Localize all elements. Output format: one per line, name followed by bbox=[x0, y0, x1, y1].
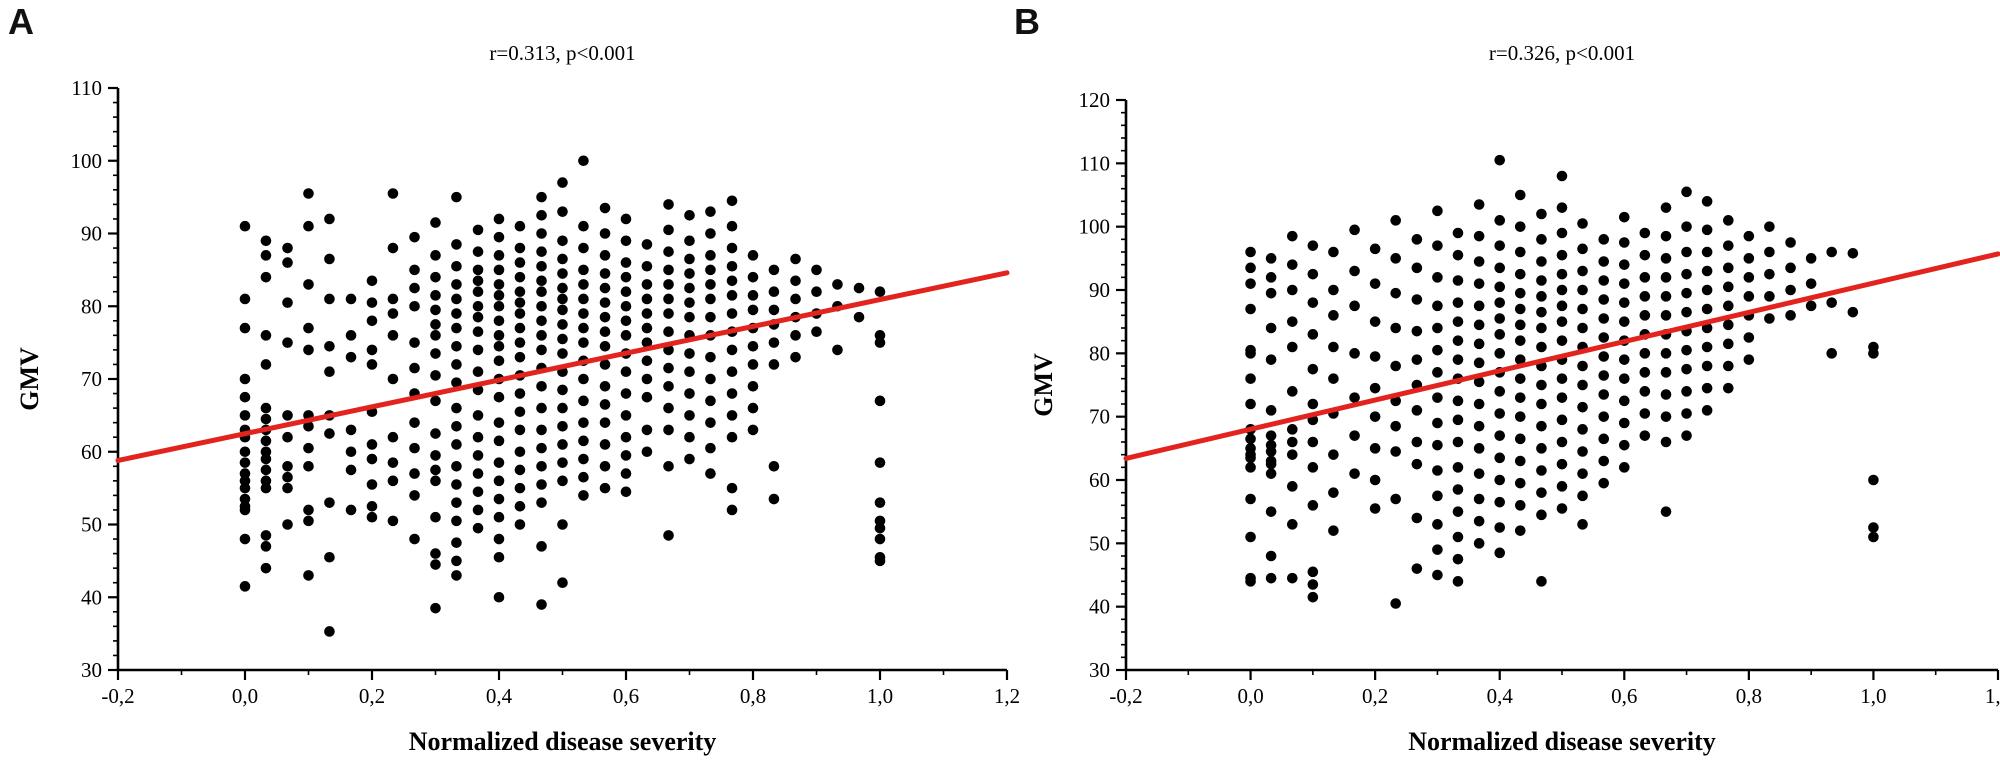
svg-text:0,2: 0,2 bbox=[359, 684, 385, 708]
svg-text:1,2: 1,2 bbox=[1985, 684, 2000, 708]
svg-text:100: 100 bbox=[71, 149, 103, 173]
svg-text:1,0: 1,0 bbox=[867, 684, 893, 708]
panel-b-plot: 30 40 50 60 70 80 90 100 110 120 -0,2 0,0 0,2 0,4 0,6 0… bbox=[1079, 88, 2000, 708]
svg-text:-0,2: -0,2 bbox=[101, 684, 134, 708]
svg-text:90: 90 bbox=[81, 222, 102, 246]
panel-b-title: r=0.326, p<0.001 bbox=[1488, 41, 1636, 65]
svg-text:0,2: 0,2 bbox=[1362, 684, 1388, 708]
panel-a-plot: 30 40 50 60 70 80 90 100 110 -0,2 0,0 0,2 0,4 0,6 0,8 1… bbox=[71, 76, 1021, 708]
panel-a-letter: A bbox=[8, 1, 34, 42]
panel-b-letter: B bbox=[1014, 1, 1040, 42]
svg-text:0,8: 0,8 bbox=[1736, 684, 1762, 708]
svg-text:1,0: 1,0 bbox=[1860, 684, 1886, 708]
svg-text:120: 120 bbox=[1079, 88, 1111, 112]
svg-text:0,6: 0,6 bbox=[1611, 684, 1637, 708]
svg-text:70: 70 bbox=[81, 367, 102, 391]
svg-text:50: 50 bbox=[1089, 531, 1110, 555]
svg-text:110: 110 bbox=[1079, 151, 1110, 175]
svg-text:60: 60 bbox=[1089, 468, 1110, 492]
svg-text:0,4: 0,4 bbox=[1487, 684, 1514, 708]
svg-text:40: 40 bbox=[81, 585, 102, 609]
panel-a-x-axis-title: Normalized disease severity bbox=[408, 727, 717, 756]
svg-text:40: 40 bbox=[1089, 595, 1110, 619]
svg-text:1,2: 1,2 bbox=[994, 684, 1020, 708]
svg-text:30: 30 bbox=[81, 658, 102, 682]
svg-text:70: 70 bbox=[1089, 405, 1110, 429]
svg-text:0,0: 0,0 bbox=[1237, 684, 1263, 708]
svg-text:60: 60 bbox=[81, 440, 102, 464]
svg-text:0,8: 0,8 bbox=[740, 684, 766, 708]
panel-b-x-axis-title: Normalized disease severity bbox=[1408, 727, 1716, 756]
svg-text:30: 30 bbox=[1089, 658, 1110, 682]
svg-text:0,6: 0,6 bbox=[613, 684, 639, 708]
svg-text:0,0: 0,0 bbox=[232, 684, 258, 708]
panel-a-title: r=0.313, p<0.001 bbox=[489, 41, 636, 65]
svg-text:110: 110 bbox=[71, 76, 102, 100]
svg-text:100: 100 bbox=[1079, 215, 1111, 239]
svg-text:90: 90 bbox=[1089, 278, 1110, 302]
svg-text:80: 80 bbox=[81, 294, 102, 318]
svg-text:-0,2: -0,2 bbox=[1109, 684, 1142, 708]
svg-text:80: 80 bbox=[1089, 341, 1110, 365]
svg-text:50: 50 bbox=[81, 513, 102, 537]
svg-text:0,4: 0,4 bbox=[486, 684, 513, 708]
